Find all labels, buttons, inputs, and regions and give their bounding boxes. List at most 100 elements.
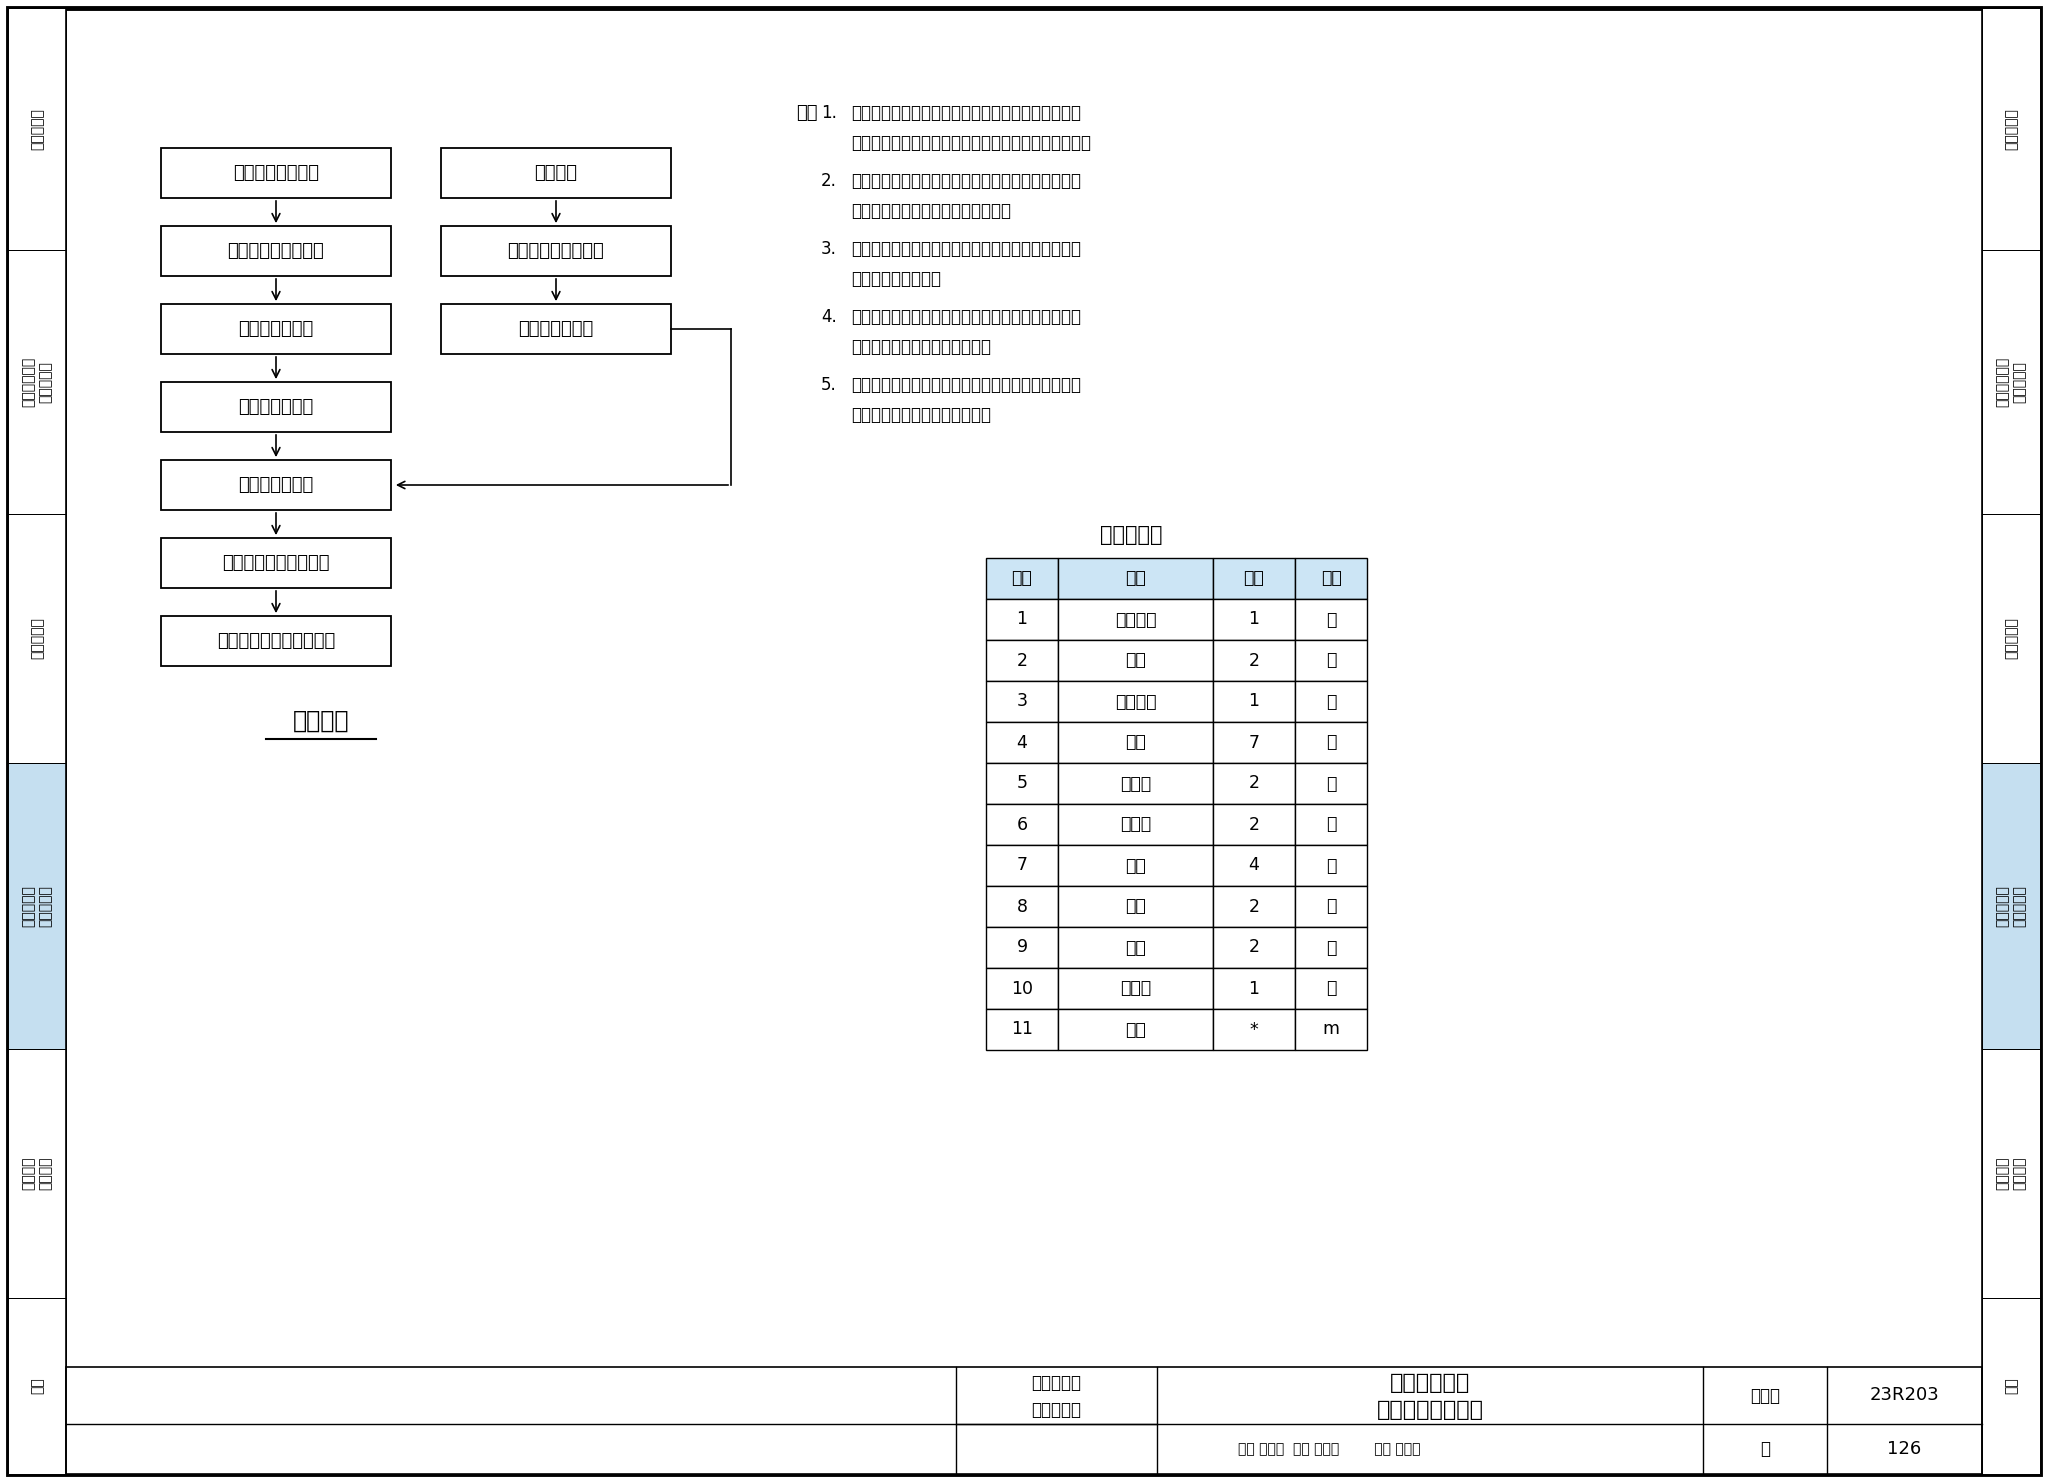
Text: 软接头: 软接头 [1120, 815, 1151, 833]
Bar [66, 1366, 1982, 1475]
Text: 管道及模块: 管道及模块 [1032, 1374, 1081, 1392]
Text: 变径: 变径 [1124, 898, 1147, 916]
Text: 4.: 4. [821, 308, 838, 326]
Bar [440, 225, 672, 276]
Bar [1059, 928, 1212, 968]
Text: 管道与法兰组对焊接: 管道与法兰组对焊接 [508, 242, 604, 259]
Text: 机房典型
工程实例: 机房典型 工程实例 [23, 1157, 51, 1190]
Bar [1294, 1009, 1366, 1051]
Bar [1059, 559, 1212, 599]
Bar [985, 559, 1059, 599]
Text: 换热机组模块运输与安装: 换热机组模块运输与安装 [217, 631, 336, 651]
Bar [1982, 250, 2040, 514]
Text: 框架平台制作过程中，宜采用专业设备或工具确保平: 框架平台制作过程中，宜采用专业设备或工具确保平 [852, 104, 1081, 122]
Text: 机房附属设备
和管道配件: 机房附属设备 和管道配件 [1997, 357, 2025, 408]
Text: 1.: 1. [821, 104, 838, 122]
Text: 序号: 序号 [1012, 569, 1032, 587]
Text: 2: 2 [1249, 938, 1260, 956]
Text: 1: 1 [1249, 692, 1260, 710]
Text: 管道: 管道 [1124, 1021, 1147, 1039]
Text: 3: 3 [1016, 692, 1028, 710]
Bar [1294, 968, 1366, 1009]
Text: 单位: 单位 [1321, 569, 1341, 587]
Text: 控制柜安装就位: 控制柜安装就位 [238, 399, 313, 416]
Text: 水泵: 水泵 [1124, 652, 1147, 670]
Bar [8, 7, 66, 250]
Bar [985, 682, 1059, 722]
Text: 7: 7 [1016, 857, 1028, 874]
Bar [162, 459, 391, 510]
Text: 弯头: 弯头 [1124, 857, 1147, 874]
Bar [8, 763, 66, 1049]
Text: 整装式机房: 整装式机房 [31, 618, 43, 659]
Bar [1982, 1049, 2040, 1298]
Text: 页: 页 [1759, 1441, 1769, 1458]
Bar [1294, 640, 1366, 682]
Text: 2: 2 [1249, 652, 1260, 670]
Text: 控制在可控范围内；: 控制在可控范围内； [852, 270, 940, 288]
Bar [1212, 640, 1294, 682]
Bar [1294, 599, 1366, 640]
Bar [985, 886, 1059, 928]
Text: 个: 个 [1325, 734, 1335, 751]
Text: 10: 10 [1012, 980, 1032, 997]
Text: 5.: 5. [821, 376, 838, 394]
Bar [1059, 763, 1212, 805]
Bar [985, 968, 1059, 1009]
Bar [162, 148, 391, 199]
Text: 个: 个 [1325, 857, 1335, 874]
Text: 126: 126 [1888, 1441, 1921, 1458]
Bar [1294, 928, 1366, 968]
Bar [162, 225, 391, 276]
Text: 制作与加工（二）: 制作与加工（二） [1376, 1400, 1483, 1420]
Text: 2: 2 [1249, 775, 1260, 793]
Bar [1982, 7, 2040, 250]
Text: 23R203: 23R203 [1870, 1387, 1939, 1405]
Text: 机组在框架平台上的定位准确无误；: 机组在框架平台上的定位准确无误； [852, 202, 1012, 219]
Bar [1059, 682, 1212, 722]
Text: 附录: 附录 [31, 1378, 43, 1395]
Bar [985, 928, 1059, 968]
Text: 6: 6 [1016, 815, 1028, 833]
Text: 框架平台材料准备: 框架平台材料准备 [233, 165, 319, 182]
Text: 得私自修改或降低相应的标准。: 得私自修改或降低相应的标准。 [852, 406, 991, 424]
Bar [985, 640, 1059, 682]
Text: 个: 个 [1325, 938, 1335, 956]
Text: 个: 个 [1325, 692, 1335, 710]
Bar [1294, 559, 1366, 599]
Text: 2: 2 [1249, 898, 1260, 916]
Bar [8, 250, 66, 514]
Text: 框架平台: 框架平台 [1114, 692, 1157, 710]
Bar [1059, 886, 1212, 928]
Text: 数量: 数量 [1243, 569, 1264, 587]
Bar [1212, 682, 1294, 722]
Text: 注：: 注： [797, 104, 817, 122]
Text: 2.: 2. [821, 172, 838, 190]
Text: 名称: 名称 [1124, 569, 1147, 587]
Text: 过滤器: 过滤器 [1120, 775, 1151, 793]
Text: 配对法兰要保持和机组法兰平行，高度一致，偏差要: 配对法兰要保持和机组法兰平行，高度一致，偏差要 [852, 240, 1081, 258]
Bar [1294, 763, 1366, 805]
Text: 1: 1 [1249, 611, 1260, 628]
Text: 个: 个 [1325, 898, 1335, 916]
Bar [1212, 722, 1294, 763]
Text: 7: 7 [1249, 734, 1260, 751]
Bar [1212, 559, 1294, 599]
Bar [1059, 599, 1212, 640]
Text: 模块化机组: 模块化机组 [31, 108, 43, 150]
Text: 机房典型
工程实例: 机房典型 工程实例 [1997, 1157, 2025, 1190]
Text: 蝶阀: 蝶阀 [1124, 734, 1147, 751]
Bar [1212, 968, 1294, 1009]
Text: 图集号: 图集号 [1749, 1387, 1780, 1405]
Bar [162, 538, 391, 588]
Bar [1294, 682, 1366, 722]
Bar [1982, 1298, 2040, 1475]
Text: 制作与加工: 制作与加工 [1032, 1400, 1081, 1418]
Bar [1982, 514, 2040, 763]
Bar [985, 805, 1059, 845]
Text: 整装式机房: 整装式机房 [2005, 618, 2017, 659]
Text: 模块的清洗和防腐应满足设计标准和规范的要求，不: 模块的清洗和防腐应满足设计标准和规范的要求，不 [852, 376, 1081, 394]
Text: 设备与管段连接: 设备与管段连接 [238, 476, 313, 494]
Text: 审核 陈晓文  校对 朱进林        设计 陈翰轶: 审核 陈晓文 校对 朱进林 设计 陈翰轶 [1239, 1442, 1421, 1455]
Bar [440, 148, 672, 199]
